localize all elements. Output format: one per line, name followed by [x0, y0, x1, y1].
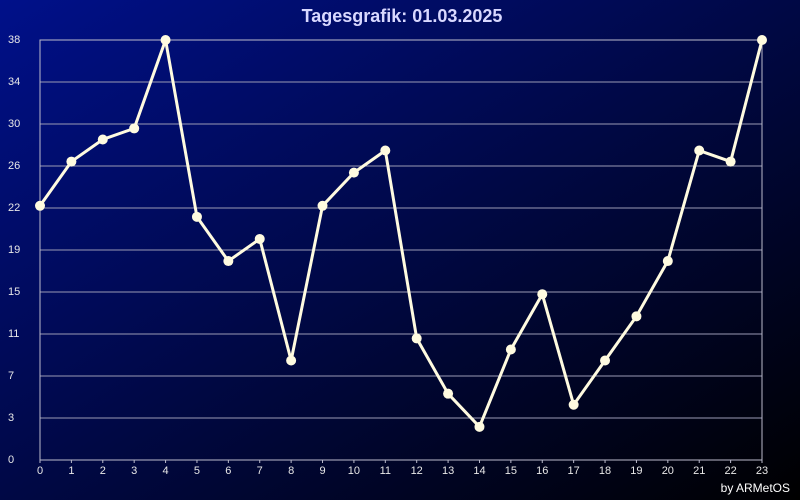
- x-tick-label: 3: [131, 465, 137, 477]
- point: [380, 145, 391, 156]
- y-tick-label: 0: [8, 454, 14, 466]
- x-tick-label: 13: [442, 465, 454, 477]
- point: [191, 211, 202, 222]
- x-tick-label: 18: [599, 465, 611, 477]
- point: [411, 333, 422, 344]
- x-tick-label: 20: [662, 465, 674, 477]
- point: [631, 311, 642, 322]
- point: [348, 167, 359, 178]
- x-tick-label: 15: [505, 465, 517, 477]
- point: [505, 344, 516, 355]
- x-tick-label: 17: [568, 465, 580, 477]
- x-tick-label: 16: [536, 465, 548, 477]
- y-tick-label: 30: [8, 118, 20, 130]
- x-tick-label: 23: [756, 465, 768, 477]
- point: [35, 200, 45, 211]
- point: [694, 145, 705, 156]
- point: [317, 200, 328, 211]
- point: [600, 355, 611, 366]
- point: [160, 35, 171, 45]
- point: [662, 256, 673, 267]
- y-tick-label: 38: [8, 34, 20, 46]
- x-tick-label: 0: [37, 465, 43, 477]
- x-tick-label: 8: [288, 465, 294, 477]
- y-tick-label: 3: [8, 412, 14, 424]
- plot-frame: [39, 39, 763, 461]
- point: [223, 256, 234, 267]
- y-tick-label: 22: [8, 202, 20, 214]
- chart-title: Tagesgrafik: 01.03.2025: [302, 6, 503, 26]
- point: [254, 233, 265, 244]
- x-tick-label: 14: [473, 465, 485, 477]
- x-tick-label: 2: [100, 465, 106, 477]
- point: [66, 156, 77, 167]
- y-tick-label: 11: [8, 328, 19, 340]
- x-tick-label: 22: [724, 465, 736, 477]
- point: [568, 399, 579, 410]
- point: [286, 355, 297, 366]
- point: [757, 35, 767, 45]
- x-tick-label: 10: [348, 465, 360, 477]
- x-tick-label: 21: [693, 465, 705, 477]
- x-tick-label: 19: [630, 465, 642, 477]
- x-tick-label: 1: [68, 465, 74, 477]
- x-tick-label: 5: [194, 465, 200, 477]
- y-tick-label: 26: [8, 160, 20, 172]
- credit: by ARMetOS: [721, 481, 790, 495]
- y-tick-label: 34: [8, 76, 20, 88]
- point: [443, 388, 454, 399]
- point: [97, 134, 108, 145]
- point: [129, 123, 140, 134]
- line: [38, 38, 764, 429]
- x-tick-label: 9: [319, 465, 325, 477]
- x-tick-label: 12: [411, 465, 423, 477]
- x-tick-label: 6: [225, 465, 231, 477]
- y-tick-label: 19: [8, 244, 20, 256]
- point: [725, 156, 736, 167]
- x-tick-label: 11: [380, 465, 391, 477]
- point: [474, 421, 485, 432]
- y-tick-label: 15: [8, 286, 20, 298]
- y-tick-label: 7: [8, 370, 14, 382]
- x-tick-label: 4: [163, 465, 169, 477]
- x-tick-label: 7: [257, 465, 263, 477]
- point: [537, 289, 548, 300]
